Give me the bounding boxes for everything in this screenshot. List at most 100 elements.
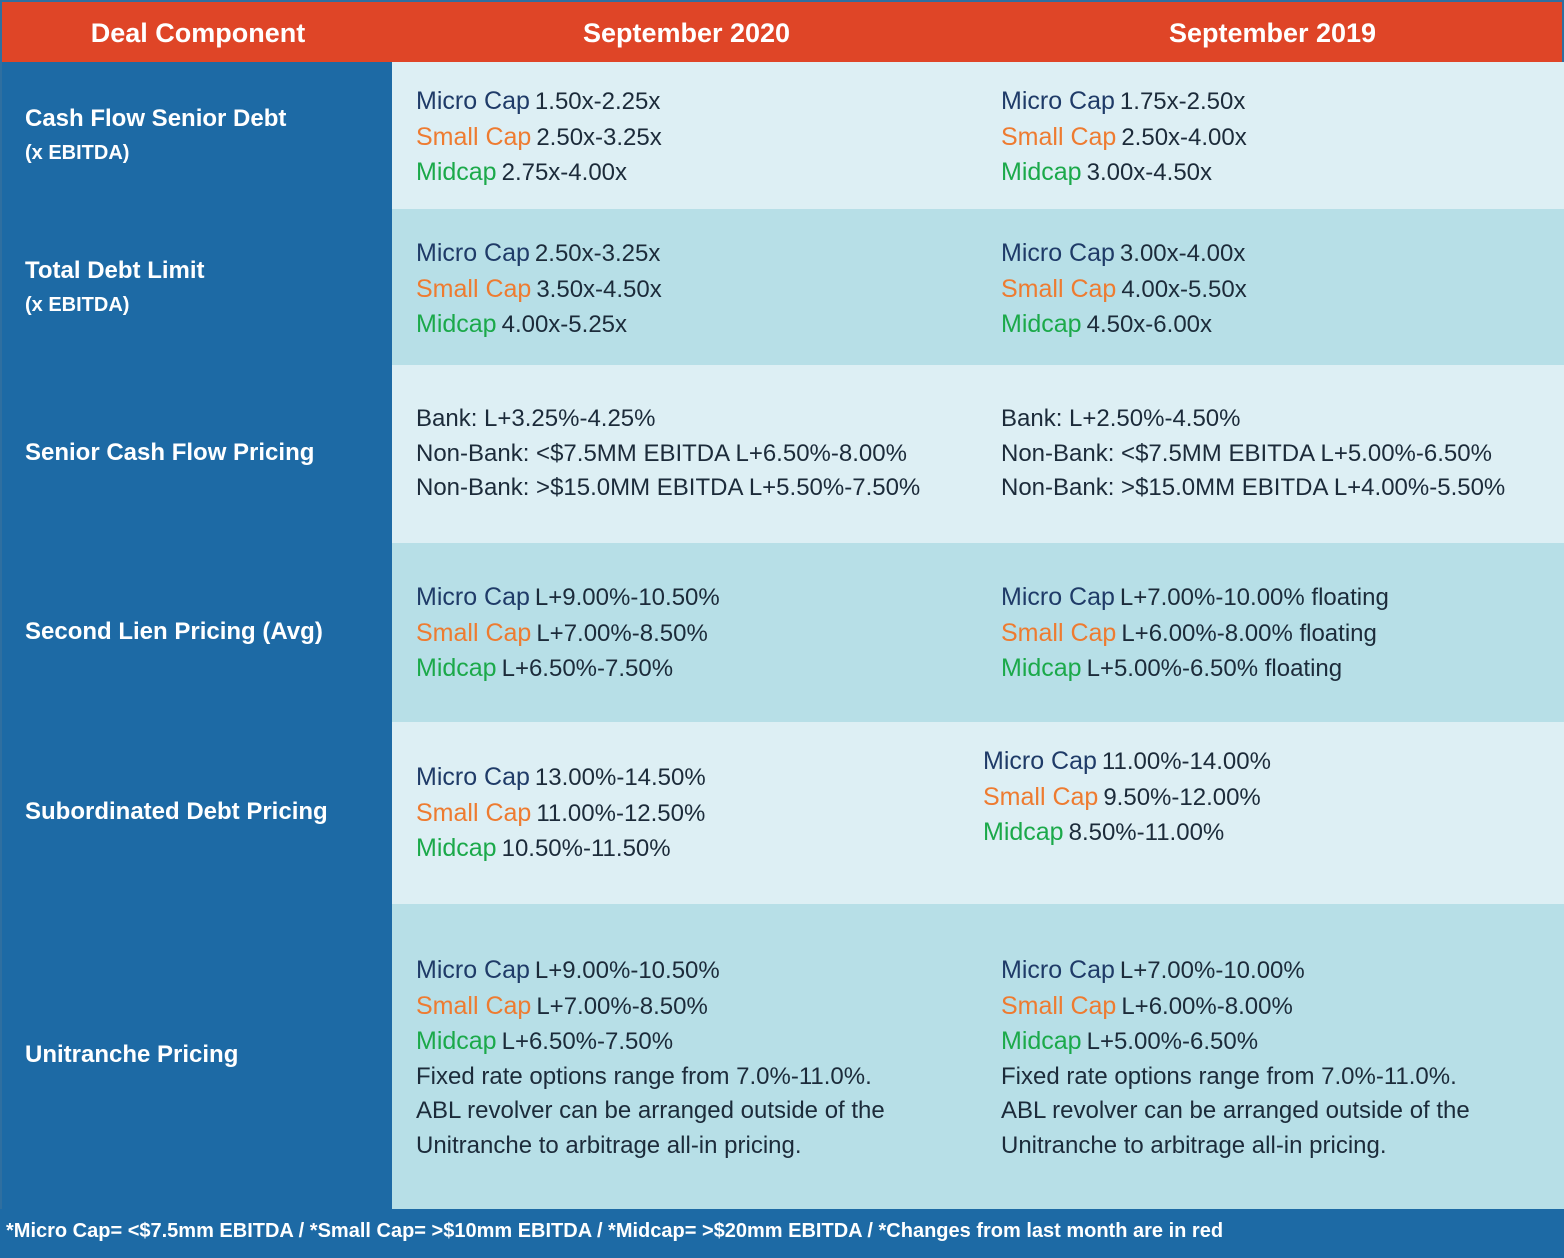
table-header: Deal Component September 2020 September …: [0, 0, 1564, 62]
row-sublabel-text: (x EBITDA): [25, 142, 130, 164]
small-cap-tag: Small Cap: [416, 274, 532, 303]
midcap-tag: Midcap: [416, 158, 497, 186]
micro-cap-value: L+9.00%-10.50%: [534, 957, 720, 984]
small-cap-line: Small Cap 2.50x-3.25x: [416, 120, 662, 156]
micro-cap-line: Micro Cap L+7.00%-10.00% floating: [1001, 580, 1389, 616]
footnote-bar: *Micro Cap= <$7.5mm EBITDA / *Small Cap=…: [0, 1209, 1564, 1258]
row-bg-total-debt-limit: [392, 209, 1564, 365]
small-cap-line: Small Cap L+6.00%-8.00%: [1001, 989, 1470, 1025]
cell-2019-senior-cash-flow-pricing: Bank: L+2.50%-4.50% Non-Bank: <$7.5MM EB…: [1001, 402, 1505, 506]
abl-revolver-note: ABL revolver can be arranged outside of …: [1001, 1097, 1470, 1124]
cell-2020-subordinated-debt-pricing: Micro Cap 13.00%-14.50% Small Cap 11.00%-1…: [416, 760, 706, 867]
micro-cap-value: 2.50x-3.25x: [534, 240, 661, 267]
small-cap-line: Small Cap L+7.00%-8.50%: [416, 989, 885, 1025]
micro-cap-tag: Micro Cap: [1001, 583, 1115, 611]
small-cap-tag: Small Cap: [416, 618, 532, 647]
midcap-line: Midcap 10.50%-11.50%: [416, 831, 706, 867]
non-bank-large-pricing-line: Non-Bank: >$15.0MM EBITDA L+4.00%-5.50%: [1001, 474, 1506, 501]
non-bank-small-pricing-line: Non-Bank: <$7.5MM EBITDA L+5.00%-6.50%: [1001, 439, 1492, 467]
midcap-value: L+5.00%-6.50%: [1086, 1028, 1259, 1055]
small-cap-value: 9.50%-12.00%: [1103, 783, 1261, 811]
micro-cap-line: Micro Cap 1.75x-2.50x: [1001, 84, 1247, 120]
midcap-tag: Midcap: [1001, 158, 1082, 186]
micro-cap-line: Micro Cap 3.00x-4.00x: [1001, 236, 1247, 272]
cell-2019-cash-flow-senior-debt: Micro Cap 1.75x-2.50x Small Cap 2.50x-4.00…: [1001, 84, 1247, 191]
small-cap-value: 2.50x-4.00x: [1121, 123, 1247, 151]
small-cap-tag: Small Cap: [416, 122, 532, 151]
small-cap-value: L+6.00%-8.00%: [1121, 992, 1293, 1020]
small-cap-line: Small Cap 2.50x-4.00x: [1001, 120, 1247, 156]
bank-pricing-line: Bank: L+2.50%-4.50%: [1001, 405, 1241, 432]
non-bank-small-pricing-line: Non-Bank: <$7.5MM EBITDA L+6.50%-8.00%: [416, 439, 907, 467]
midcap-tag: Midcap: [416, 654, 497, 682]
midcap-value: L+6.50%-7.50%: [501, 1028, 674, 1055]
midcap-tag: Midcap: [416, 1027, 497, 1055]
non-bank-large-pricing-line: Non-Bank: >$15.0MM EBITDA L+5.50%-7.50%: [416, 474, 921, 501]
row-label-text: Second Lien Pricing (Avg): [25, 618, 323, 645]
midcap-line: Midcap L+5.00%-6.50%: [1001, 1024, 1470, 1060]
small-cap-value: L+6.00%-8.00% floating: [1121, 619, 1377, 647]
small-cap-value: 2.50x-3.25x: [536, 123, 662, 151]
small-cap-value: L+7.00%-8.50%: [536, 619, 708, 647]
abl-revolver-note: ABL revolver can be arranged outside of …: [416, 1097, 885, 1124]
row-label-subordinated-debt-pricing: Subordinated Debt Pricing: [25, 795, 328, 829]
midcap-line: Midcap 4.50x-6.00x: [1001, 307, 1247, 343]
micro-cap-value: L+9.00%-10.50%: [534, 584, 720, 611]
midcap-tag: Midcap: [416, 834, 497, 862]
micro-cap-tag: Micro Cap: [416, 956, 530, 984]
micro-cap-tag: Micro Cap: [416, 239, 530, 267]
cell-2020-cash-flow-senior-debt: Micro Cap 1.50x-2.25x Small Cap 2.50x-3.25…: [416, 84, 662, 191]
row-bg-second-lien-pricing: [392, 543, 1564, 722]
small-cap-tag: Small Cap: [1001, 122, 1117, 151]
small-cap-value: 11.00%-12.50%: [536, 799, 706, 827]
small-cap-tag: Small Cap: [1001, 991, 1117, 1020]
small-cap-line: Small Cap L+6.00%-8.00% floating: [1001, 616, 1389, 652]
small-cap-line: Small Cap 11.00%-12.50%: [416, 796, 706, 832]
midcap-line: Midcap 2.75x-4.00x: [416, 155, 662, 191]
unitranche-arbitrage-note: Unitranche to arbitrage all-in pricing.: [416, 1131, 802, 1159]
midcap-line: Midcap L+6.50%-7.50%: [416, 651, 720, 687]
micro-cap-line: Micro Cap 2.50x-3.25x: [416, 236, 662, 272]
midcap-tag: Midcap: [1001, 310, 1082, 338]
row-label-text: Subordinated Debt Pricing: [25, 798, 328, 825]
micro-cap-line: Micro Cap 13.00%-14.50%: [416, 760, 706, 796]
cell-2019-total-debt-limit: Micro Cap 3.00x-4.00x Small Cap 4.00x-5.50…: [1001, 236, 1247, 343]
small-cap-line: Small Cap 3.50x-4.50x: [416, 272, 662, 308]
cell-2020-second-lien-pricing: Micro Cap L+9.00%-10.50% Small Cap L+7.00%…: [416, 580, 720, 687]
micro-cap-line: Micro Cap L+9.00%-10.50%: [416, 580, 720, 616]
bank-pricing-line: Bank: L+3.25%-4.25%: [416, 405, 656, 432]
row-label-text: Cash Flow Senior Debt: [25, 105, 287, 132]
midcap-value: 2.75x-4.00x: [501, 159, 628, 186]
micro-cap-value: L+7.00%-10.00% floating: [1119, 584, 1389, 611]
micro-cap-tag: Micro Cap: [416, 763, 530, 791]
small-cap-tag: Small Cap: [416, 798, 532, 827]
row-bg-subordinated-debt-pricing: [392, 722, 1564, 904]
header-september-2019: September 2019: [1168, 18, 1377, 48]
header-september-2020: September 2020: [582, 18, 791, 48]
row-label-text: Unitranche Pricing: [25, 1041, 239, 1068]
midcap-value: 4.50x-6.00x: [1086, 311, 1213, 338]
micro-cap-tag: Micro Cap: [1001, 87, 1115, 115]
small-cap-tag: Small Cap: [416, 991, 532, 1020]
row-label-second-lien-pricing: Second Lien Pricing (Avg): [25, 615, 323, 649]
midcap-tag: Midcap: [1001, 1027, 1082, 1055]
cell-2019-second-lien-pricing: Micro Cap L+7.00%-10.00% floating Small C…: [1001, 580, 1389, 687]
midcap-line: Midcap 3.00x-4.50x: [1001, 155, 1247, 191]
midcap-tag: Midcap: [1001, 654, 1082, 682]
micro-cap-tag: Micro Cap: [416, 583, 530, 611]
row-label-cash-flow-senior-debt: Cash Flow Senior Debt (x EBITDA): [25, 102, 286, 170]
midcap-value: 4.00x-5.25x: [501, 311, 628, 338]
row-label-total-debt-limit: Total Debt Limit (x EBITDA): [25, 254, 205, 322]
micro-cap-line: Micro Cap 1.50x-2.25x: [416, 84, 662, 120]
micro-cap-tag: Micro Cap: [983, 747, 1097, 775]
midcap-value: L+6.50%-7.50%: [501, 655, 674, 682]
small-cap-value: 3.50x-4.50x: [536, 275, 662, 303]
micro-cap-tag: Micro Cap: [416, 87, 530, 115]
cell-2019-unitranche-pricing: Micro Cap L+7.00%-10.00% Small Cap L+6.00%…: [1001, 953, 1470, 1163]
midcap-line: Midcap L+6.50%-7.50%: [416, 1024, 885, 1060]
row-label-senior-cash-flow-pricing: Senior Cash Flow Pricing: [25, 436, 314, 470]
cell-2020-senior-cash-flow-pricing: Bank: L+3.25%-4.25% Non-Bank: <$7.5MM EB…: [416, 402, 920, 506]
cell-2020-unitranche-pricing: Micro Cap L+9.00%-10.50% Small Cap L+7.00%…: [416, 953, 885, 1163]
midcap-value: 8.50%-11.00%: [1068, 819, 1225, 846]
small-cap-tag: Small Cap: [1001, 274, 1117, 303]
